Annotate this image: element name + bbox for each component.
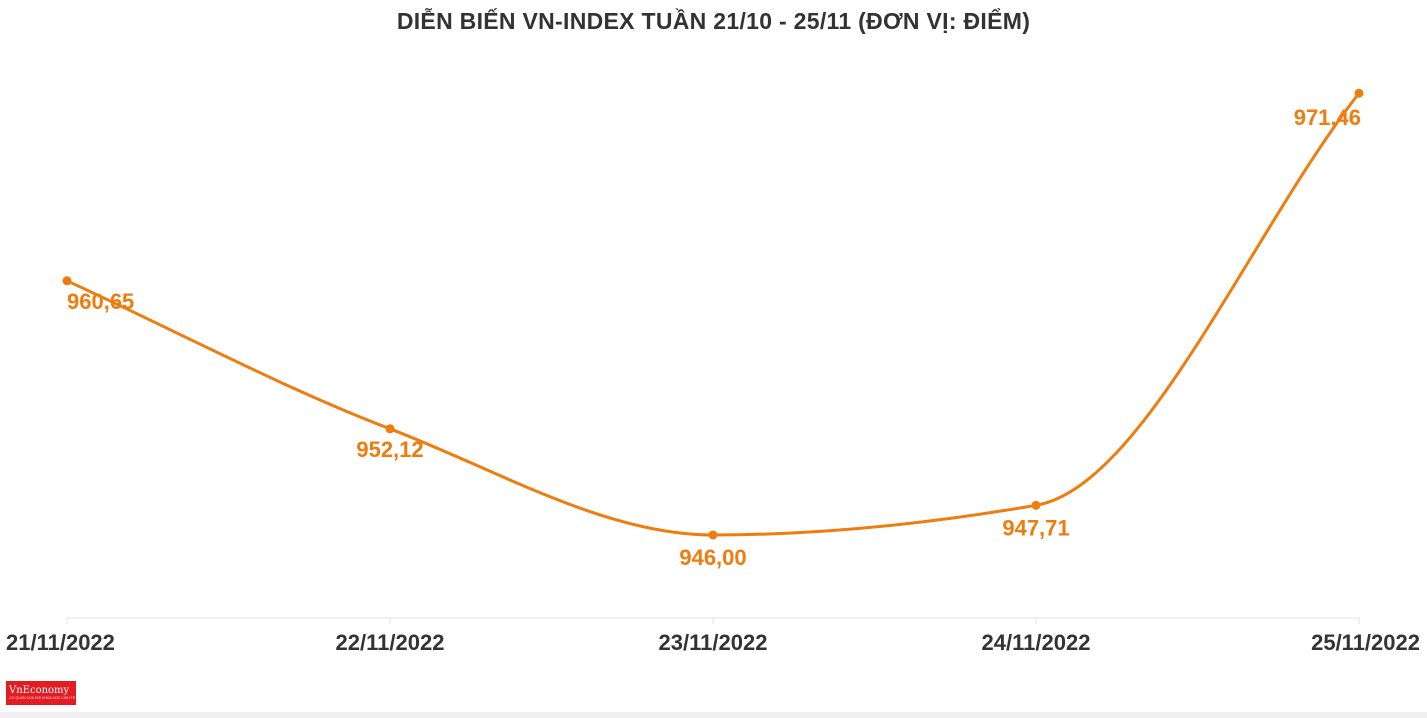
x-tick-label-1: 21/11/2022 xyxy=(6,630,115,655)
data-label-3: 946,00 xyxy=(679,545,746,570)
series-line xyxy=(65,91,1361,537)
data-point-1 xyxy=(62,276,72,286)
chart-title: DIỄN BIẾN VN-INDEX TUẦN 21/10 - 25/11 (Đ… xyxy=(396,8,1031,34)
data-point-3 xyxy=(708,530,718,540)
data-point-2 xyxy=(385,424,395,434)
data-label-5: 971,46 xyxy=(1294,105,1361,130)
data-labels: 960,65 952,12 946,00 947,71 971,46 xyxy=(67,105,1361,570)
logo-text: VnEconomy xyxy=(9,685,70,696)
x-tick-label-5: 25/11/2022 xyxy=(1311,630,1420,655)
x-tick-label-4: 24/11/2022 xyxy=(982,630,1091,655)
series-line-group xyxy=(65,91,1361,537)
x-axis xyxy=(66,617,1360,624)
data-points xyxy=(62,88,1364,540)
data-point-5 xyxy=(1354,88,1364,98)
data-label-1: 960,65 xyxy=(67,289,134,314)
x-tick-labels: 21/11/2022 22/11/2022 23/11/2022 24/11/2022… xyxy=(6,630,1420,655)
x-tick-label-3: 23/11/2022 xyxy=(659,630,768,655)
x-tick-label-2: 22/11/2022 xyxy=(336,630,445,655)
data-label-2: 952,12 xyxy=(356,437,423,462)
vneconomy-logo: VnEconomy CƠ QUAN CỦA HỘI KHOA HỌC KINH … xyxy=(6,681,76,705)
bottom-strip xyxy=(0,712,1427,718)
data-label-4: 947,71 xyxy=(1002,515,1069,540)
logo-tagline: CƠ QUAN CỦA HỘI KHOA HỌC KINH TẾ VIỆT NA… xyxy=(9,696,76,700)
data-point-4 xyxy=(1031,500,1041,510)
